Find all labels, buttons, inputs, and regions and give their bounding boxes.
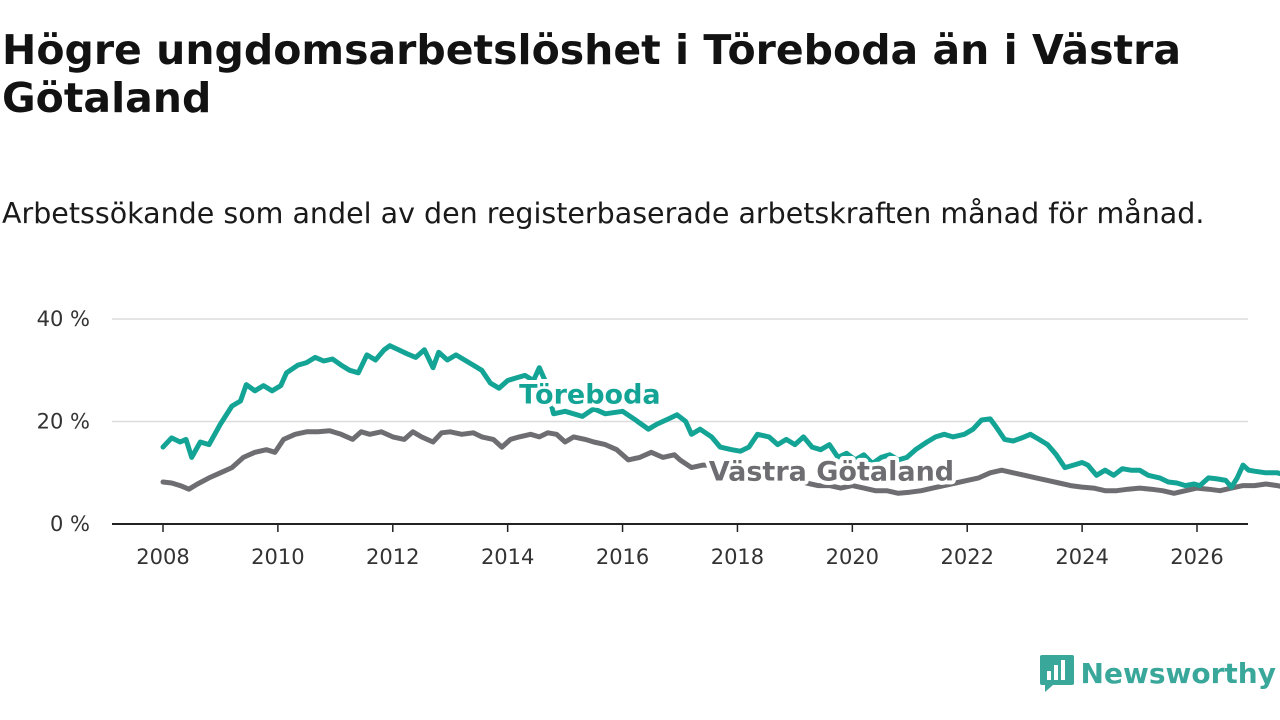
series-label-v-stra-g-taland: Västra Götaland: [709, 456, 954, 487]
line-chart: 0 % 20 % 40 % 2008 2010 2012 2014 2016 2018 2020…: [37, 307, 1280, 569]
y-tick-label: 0 %: [50, 512, 90, 536]
series-line-t-reboda: [160, 343, 1280, 490]
y-tick-label: 20 %: [37, 410, 90, 434]
x-tick-label: 2022: [940, 545, 993, 569]
x-axis: 2008 2010 2012 2014 2016 2018 2020 2022 2024 2026: [112, 523, 1248, 569]
x-tick-label: 2020: [826, 545, 879, 569]
x-tick-label: 2026: [1170, 545, 1223, 569]
grid-lines: 0 % 20 % 40 %: [37, 307, 1248, 536]
x-tick-label: 2018: [711, 545, 764, 569]
series-lines: [160, 343, 1280, 496]
newsworthy-logo[interactable]: Newsworthy: [1039, 653, 1276, 693]
x-tick-label: 2012: [366, 545, 419, 569]
series-line-v-stra-g-taland: [160, 428, 1280, 496]
chart-subtitle: Arbetssökande som andel av den registerb…: [2, 197, 1205, 230]
series-label-t-reboda: Töreboda: [519, 380, 661, 411]
x-tick-label: 2008: [136, 545, 189, 569]
x-tick-label: 2024: [1055, 545, 1108, 569]
x-tick-label: 2014: [481, 545, 534, 569]
x-tick-label: 2016: [596, 545, 649, 569]
newsworthy-logo-icon: [1039, 655, 1074, 692]
x-tick-label: 2010: [251, 545, 304, 569]
y-tick-label: 40 %: [37, 307, 90, 331]
chart-title: Högre ungdomsarbetslöshet i Töreboda än …: [2, 26, 1181, 122]
brand-name: Newsworthy: [1080, 656, 1276, 690]
